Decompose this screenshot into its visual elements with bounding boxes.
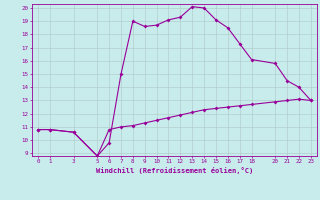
X-axis label: Windchill (Refroidissement éolien,°C): Windchill (Refroidissement éolien,°C): [96, 167, 253, 174]
